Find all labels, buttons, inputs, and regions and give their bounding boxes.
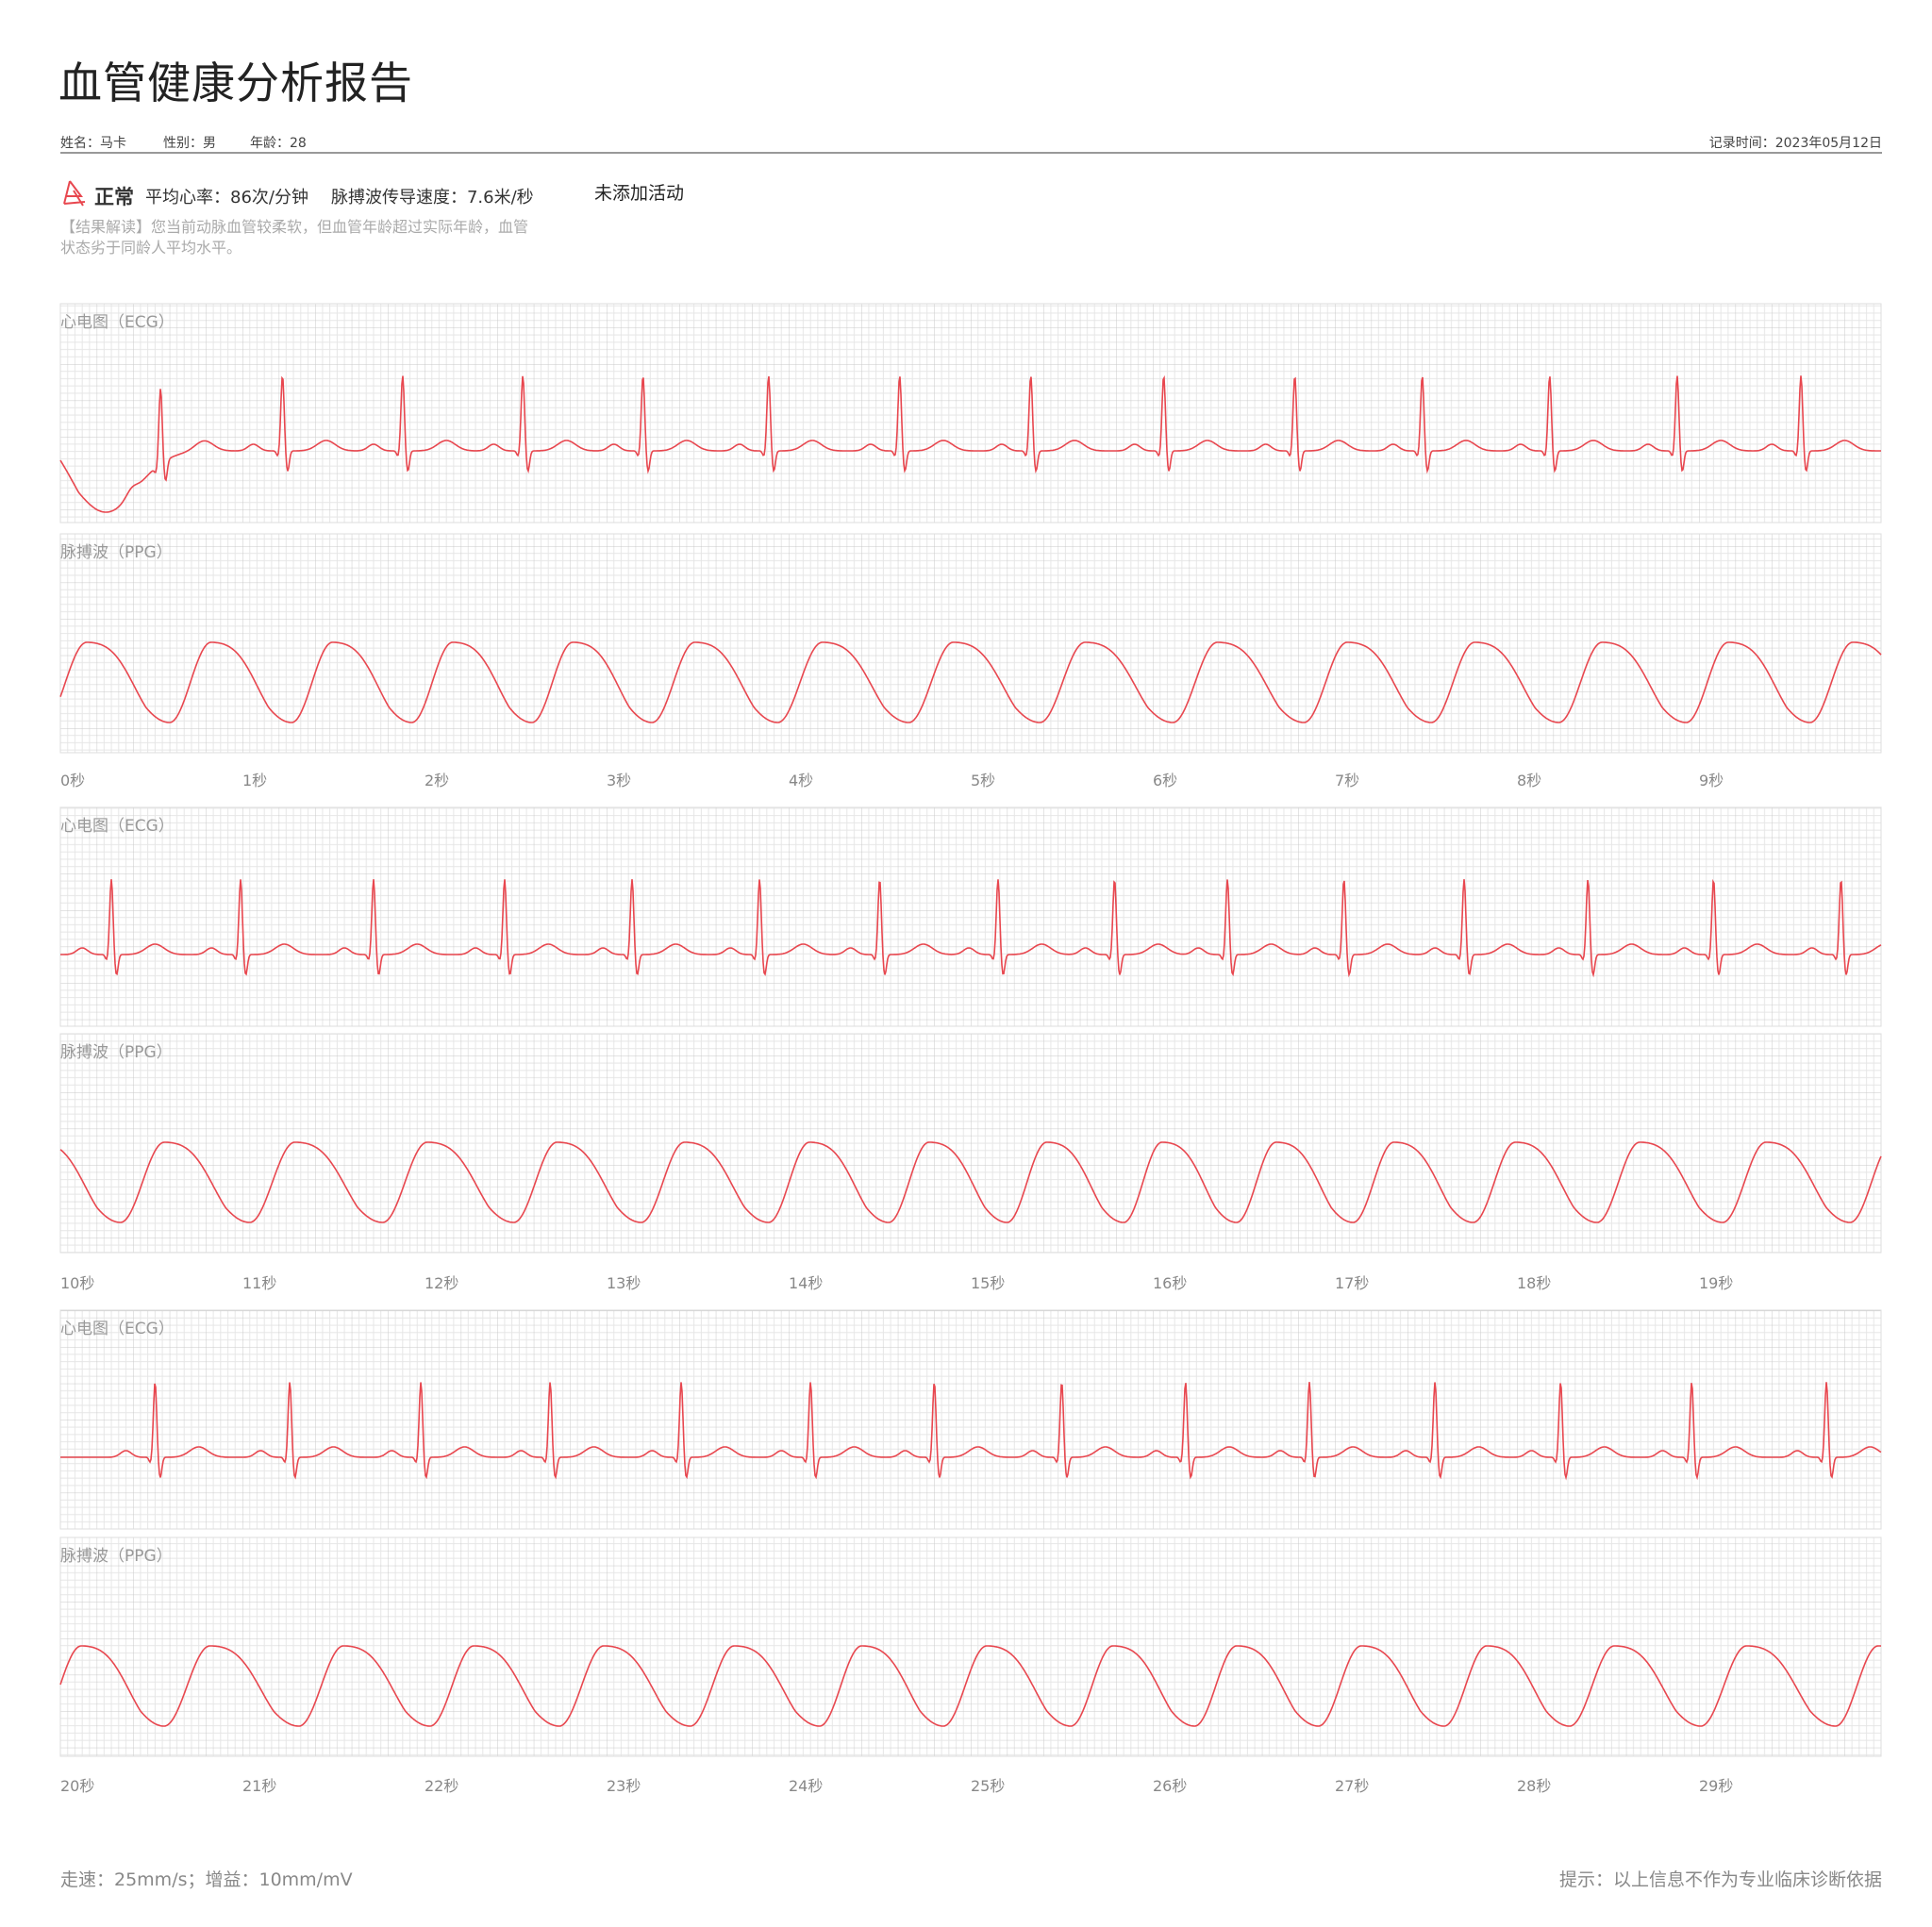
time-tick-label: 24秒 [789,1777,823,1795]
ppg-panel-label: 脉搏波（PPG） [60,543,173,562]
patient-age: 年龄：28 [250,136,307,151]
time-tick-label: 29秒 [1699,1777,1733,1795]
time-tick-label: 13秒 [607,1274,641,1292]
ecg-panel-label: 心电图（ECG） [60,313,175,332]
time-tick-label: 2秒 [425,772,449,789]
ecg-trace [59,374,1881,513]
time-tick-label: 4秒 [789,772,813,789]
time-tick-label: 28秒 [1517,1777,1551,1795]
time-tick-label: 19秒 [1699,1274,1733,1292]
ecg-panel-label: 心电图（ECG） [60,817,175,836]
ppg-grid-panel [59,1033,1882,1254]
speed-gain-info: 走速：25mm/s；增益：10mm/mV [60,1869,353,1890]
time-tick-label: 15秒 [971,1274,1005,1292]
ecg-grid-panel [59,1309,1882,1530]
header-divider [60,152,1882,154]
status-text: 正常 [94,185,134,208]
time-tick-label: 18秒 [1517,1274,1551,1292]
record-time: 记录时间：2023年05月12日 [1708,136,1882,151]
time-tick-label: 1秒 [242,772,267,789]
time-tick-label: 20秒 [60,1777,94,1795]
disclaimer: 提示：以上信息不作为专业临床诊断依据 [1558,1869,1882,1890]
time-tick-label: 26秒 [1153,1777,1187,1795]
time-tick-label: 3秒 [607,772,631,789]
time-tick-label: 10秒 [60,1274,94,1292]
time-tick-label: 7秒 [1335,772,1359,789]
time-tick-label: 27秒 [1335,1777,1369,1795]
activity-status: 未添加活动 [594,183,685,204]
time-tick-label: 0秒 [60,772,85,789]
time-tick-label: 23秒 [607,1777,641,1795]
ppg-grid-panel [59,1537,1882,1757]
ecg-grid-panel [59,303,1882,523]
time-tick-label: 14秒 [789,1274,823,1292]
pulse-wave-velocity: 脉搏波传导速度：7.6米/秒 [330,187,534,208]
time-tick-label: 25秒 [971,1777,1005,1795]
ppg-grid-panel [59,533,1882,754]
ppg-trace [59,641,1882,723]
time-tick-label: 21秒 [242,1777,276,1795]
time-tick-label: 11秒 [242,1274,276,1292]
patient-gender: 性别：男 [163,136,216,151]
time-tick-label: 17秒 [1335,1274,1369,1292]
time-tick-label: 16秒 [1153,1274,1187,1292]
page-title: 血管健康分析报告 [58,58,413,108]
ecg-trace [60,1382,1882,1481]
ppg-panel-label: 脉搏波（PPG） [60,1043,173,1062]
ppg-trace [59,1645,1882,1727]
time-tick-label: 9秒 [1699,772,1724,789]
time-tick-label: 8秒 [1517,772,1541,789]
time-tick-label: 5秒 [971,772,995,789]
result-interpretation: 【结果解读】您当前动脉血管较柔软，但血管年龄超过实际年龄，血管状态劣于同龄人平均… [60,218,529,257]
time-tick-label: 12秒 [425,1274,458,1292]
summary-row: 正常 平均心率：86次/分钟 脉搏波传导速度：7.6米/秒 [60,179,557,212]
ppg-trace [59,1141,1882,1223]
ecg-trace [60,878,1882,978]
ppg-panel-label: 脉搏波（PPG） [60,1547,173,1566]
ecg-grid-panel [59,806,1882,1027]
vessel-stamp-icon [60,179,87,212]
patient-name: 姓名：马卡 [60,136,126,151]
time-tick-label: 6秒 [1153,772,1177,789]
time-tick-label: 22秒 [425,1777,458,1795]
ecg-panel-label: 心电图（ECG） [60,1320,175,1338]
avg-heart-rate: 平均心率：86次/分钟 [145,187,308,208]
